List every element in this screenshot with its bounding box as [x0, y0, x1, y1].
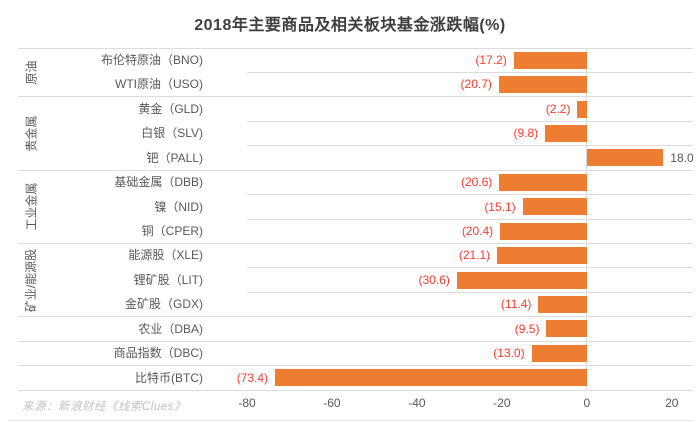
group-label-原油: 原油 — [16, 48, 46, 97]
value-label: (9.5) — [514, 321, 540, 336]
group-label-text: 矿业/能源股 — [24, 248, 39, 312]
item-separator-line — [247, 145, 693, 147]
chart-title: 2018年主要商品及相关板块基金涨跌幅(%) — [194, 17, 506, 34]
value-label: (9.8) — [513, 126, 539, 141]
data-bar — [500, 222, 587, 240]
item-separator-line — [247, 218, 693, 220]
data-bar — [522, 198, 587, 216]
category-label: 黄金（GLD) — [138, 101, 203, 116]
data-bar — [513, 51, 587, 69]
group-separator-line — [18, 365, 693, 367]
group-label-text: 贵金属 — [24, 115, 39, 152]
item-separator-line — [247, 71, 693, 73]
category-label: WTI原油（USO) — [115, 77, 203, 92]
category-label: 农业（DBA) — [138, 321, 203, 336]
item-separator-line — [247, 120, 693, 122]
group-label-text: 原油 — [24, 60, 39, 85]
data-bar — [545, 125, 587, 142]
value-label: (20.6) — [460, 175, 493, 190]
x-tick-label: 20 — [665, 396, 679, 410]
group-separator-line — [18, 389, 693, 391]
data-bar — [498, 76, 587, 94]
data-bar — [275, 369, 587, 387]
value-label: 18.0 — [670, 150, 694, 165]
group-label-贵金属: 贵金属 — [16, 97, 46, 170]
source-note: 来源：新浪财经《线索Clues》 — [22, 401, 186, 413]
item-separator-line — [247, 194, 693, 196]
data-bar — [497, 247, 587, 265]
x-tick-label: -60 — [323, 396, 341, 410]
data-bar — [531, 344, 587, 362]
group-separator-line — [18, 47, 693, 49]
category-label: 锂矿股（LIT) — [133, 272, 203, 287]
category-label: 金矿股（GDX) — [124, 297, 203, 312]
group-separator-line — [18, 242, 693, 244]
value-label: (17.2) — [475, 53, 507, 67]
category-label: 铜（CPER) — [141, 224, 203, 238]
group-label-工业金属: 工业金属 — [16, 170, 46, 243]
x-tick-label: -20 — [493, 396, 511, 410]
category-label: 能源股（XLE) — [128, 248, 203, 263]
category-label: 镍（NID) — [154, 199, 203, 214]
bottom-divider — [8, 420, 692, 421]
value-label: (20.7) — [460, 77, 492, 92]
data-bar — [499, 173, 587, 191]
group-separator-line — [18, 169, 693, 171]
data-bar — [538, 296, 587, 313]
value-label: (15.1) — [484, 199, 516, 214]
value-label: (73.4) — [236, 370, 269, 385]
category-label: 白银（SLV) — [141, 126, 203, 141]
value-label: (13.0) — [493, 346, 525, 361]
value-label: (2.2) — [545, 101, 571, 116]
value-label: (30.6) — [418, 272, 450, 287]
x-tick-label: -80 — [238, 396, 256, 410]
group-separator-line — [18, 96, 693, 98]
item-separator-line — [247, 291, 693, 293]
data-bar — [577, 100, 587, 118]
group-separator-line — [18, 340, 693, 342]
value-label: (11.4) — [500, 297, 532, 312]
data-bar — [586, 149, 664, 167]
category-label: 布伦特原油（BNO) — [100, 53, 203, 67]
value-label: (20.4) — [461, 224, 494, 238]
category-label: 钯（PALL) — [146, 150, 203, 165]
category-label: 比特币(BTC) — [135, 370, 203, 385]
group-label-text: 工业金属 — [24, 182, 39, 231]
x-tick-label: -40 — [408, 396, 426, 410]
category-label: 商品指数（DBC) — [113, 346, 203, 361]
item-separator-line — [247, 267, 693, 269]
group-label-矿业/能源股: 矿业/能源股 — [16, 243, 46, 316]
data-bar — [546, 320, 587, 338]
x-tick-label: 0 — [583, 396, 591, 410]
value-label: (21.1) — [458, 248, 491, 263]
category-label: 基础金属（DBB) — [114, 175, 203, 190]
group-separator-line — [18, 316, 693, 318]
data-bar — [456, 271, 587, 289]
